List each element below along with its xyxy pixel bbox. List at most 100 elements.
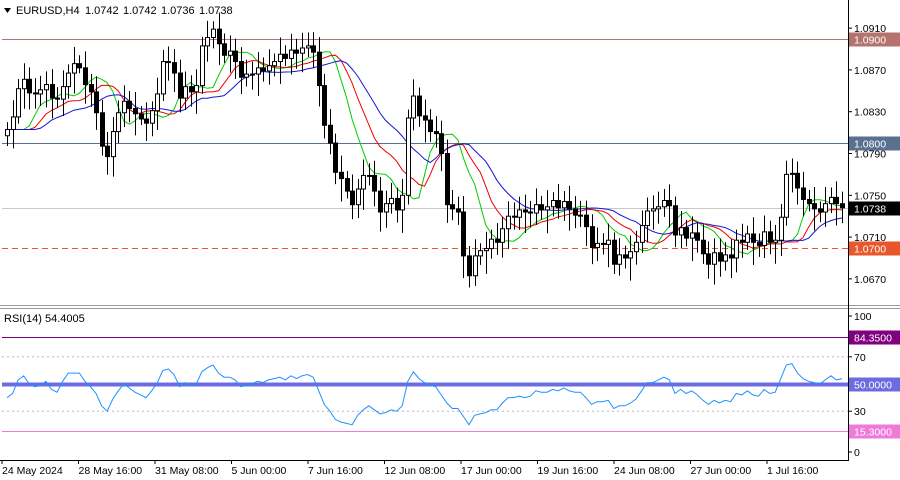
bearish-candle (178, 72, 183, 99)
bullish-candle (272, 61, 277, 67)
bullish-candle (517, 209, 522, 218)
bearish-candle (283, 53, 288, 59)
price-axis: 1.0910 1.0870 1.0830 1.0790 1.0750 1.0710 1.06… (848, 23, 900, 286)
level-price-label: 1.0700 (854, 244, 886, 256)
bullish-candle (22, 78, 27, 90)
price-tick-label: 1.0830 (854, 107, 886, 119)
bearish-candle (729, 254, 734, 259)
current-price-label: 1.0738 (854, 204, 886, 216)
bullish-candle (617, 254, 622, 265)
bullish-candle (551, 200, 556, 208)
bullish-candle (640, 225, 645, 243)
bearish-candle (740, 239, 745, 243)
bullish-candle (72, 63, 77, 74)
bearish-candle (495, 238, 500, 243)
level-price-label: 1.0800 (854, 139, 886, 151)
bullish-candle (183, 86, 188, 99)
bullish-candle (306, 45, 311, 49)
bearish-candle (378, 190, 383, 213)
time-tick-label: 1 Jul 16:00 (767, 465, 819, 477)
bullish-candle (367, 174, 372, 177)
bearish-candle (89, 84, 94, 93)
collapse-triangle-icon[interactable] (4, 8, 11, 13)
bearish-candle (144, 118, 149, 124)
bearish-candle (751, 233, 756, 243)
bullish-candle (205, 37, 210, 47)
bullish-candle (38, 89, 43, 95)
bullish-candle (779, 216, 784, 241)
bullish-candle (562, 201, 567, 209)
bearish-candle (27, 78, 32, 94)
rsi-series (6, 363, 843, 426)
bullish-candle (400, 194, 405, 211)
bearish-candle (417, 95, 422, 117)
time-tick-label: 28 May 16:00 (79, 465, 143, 477)
bearish-candle (801, 187, 806, 200)
bearish-candle (55, 97, 60, 100)
time-tick-label: 7 Jun 16:00 (308, 465, 363, 477)
bearish-candle (33, 92, 38, 95)
bearish-candle (623, 254, 628, 259)
chart-frame (0, 0, 900, 461)
price-tick-label: 1.0670 (854, 274, 886, 286)
bearish-candle (77, 63, 82, 69)
bearish-candle (539, 204, 544, 211)
ohlc-high: 1.0742 (123, 5, 157, 17)
bullish-candle (300, 47, 305, 54)
bullish-candle (489, 238, 494, 250)
bearish-candle (105, 145, 110, 158)
bearish-candle (567, 201, 572, 210)
time-tick-label: 5 Jun 00:00 (232, 465, 287, 477)
bullish-candle (506, 215, 511, 230)
bullish-candle (500, 228, 505, 243)
rsi-title: RSI(14) 54.4005 (4, 313, 85, 325)
time-tick-label: 27 Jun 00:00 (691, 465, 752, 477)
bearish-candle (573, 208, 578, 216)
rsi-tick-label: 30 (854, 406, 866, 418)
bullish-candle (690, 232, 695, 239)
bullish-candle (5, 128, 10, 137)
bearish-candle (423, 115, 428, 121)
bearish-candle (523, 209, 528, 213)
level-price-badge (849, 241, 900, 256)
bearish-candle (701, 239, 706, 255)
bullish-candle (150, 110, 155, 124)
bearish-candle (684, 227, 689, 239)
bearish-candle (395, 197, 400, 211)
bullish-candle (122, 100, 127, 114)
bearish-candle (528, 211, 533, 214)
bullish-candle (829, 196, 834, 205)
bearish-candle (601, 242, 606, 245)
bearish-candle (718, 252, 723, 262)
bearish-candle (612, 239, 617, 265)
bullish-candle (606, 239, 611, 245)
bullish-candle (484, 248, 489, 252)
bearish-candle (345, 178, 350, 192)
bullish-candle (411, 95, 416, 119)
level-price-badge (849, 32, 900, 47)
bearish-candle (83, 67, 88, 86)
price-tick-label: 1.0910 (854, 23, 886, 35)
rsi-level-label: 50.0000 (854, 380, 892, 392)
time-axis: 24 May 2024 28 May 16:00 31 May 08:00 5 Jun… (1, 460, 819, 477)
bullish-candle (161, 61, 166, 95)
moving-average-line (7, 50, 843, 255)
bearish-candle (127, 100, 132, 110)
moving-average-line (7, 60, 843, 242)
bearish-candle (294, 49, 299, 54)
bearish-candle (172, 62, 177, 74)
bullish-candle (61, 86, 66, 100)
bullish-candle (66, 72, 71, 88)
bullish-candle (200, 45, 205, 87)
price-tick-label: 1.0710 (854, 232, 886, 244)
bullish-candle (651, 208, 656, 212)
bullish-candle (734, 239, 739, 259)
bullish-candle (545, 206, 550, 211)
bearish-candle (261, 67, 266, 72)
bullish-candle (155, 93, 160, 112)
time-tick-label: 17 Jun 00:00 (461, 465, 522, 477)
bullish-candle (656, 206, 661, 210)
bearish-candle (434, 131, 439, 135)
